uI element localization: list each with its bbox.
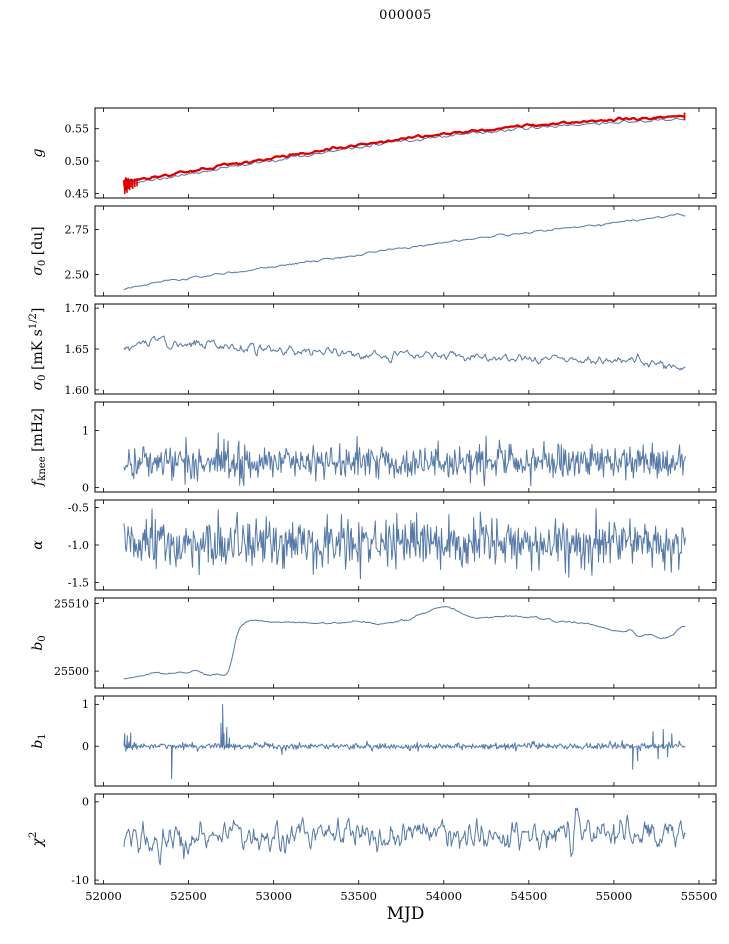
y-tick-label: 1.65 — [65, 343, 90, 356]
y-tick-label: 2.75 — [65, 223, 90, 236]
y-tick-label: -0.5 — [68, 501, 89, 514]
axes-frame — [94, 695, 717, 787]
x-tick-label: 53000 — [255, 889, 292, 903]
y-tick-label: 0 — [82, 796, 89, 809]
axes-frame — [94, 597, 717, 689]
y-tick-label: 25510 — [54, 597, 89, 610]
y-tick-label: -10 — [71, 874, 89, 887]
y-tick-label: 1 — [82, 698, 89, 711]
y-tick-label: 2.50 — [65, 268, 90, 281]
y-tick-label: -1.5 — [68, 576, 89, 589]
series-line — [123, 606, 686, 680]
y-axis-label: σ0 [du] — [30, 226, 48, 275]
x-tick-label: 55000 — [596, 889, 633, 903]
axes-frame — [94, 107, 717, 199]
y-tick-label: 1.70 — [65, 302, 90, 315]
y-tick-label: 1.60 — [65, 384, 90, 397]
plot-title: 000005 — [379, 8, 432, 23]
axes-frame — [94, 205, 717, 297]
y-axis-label: χ2 — [28, 832, 46, 848]
x-tick-label: 54000 — [425, 889, 462, 903]
axes-frame — [94, 303, 717, 395]
y-tick-label: 25500 — [54, 665, 89, 678]
y-tick-label: 0 — [82, 481, 89, 494]
x-tick-label: 52500 — [170, 889, 207, 903]
y-axis-label: g — [30, 148, 46, 157]
panel-b1: 0 1 b1 — [30, 695, 717, 787]
y-tick-label: -1.0 — [68, 539, 89, 552]
x-tick-label: 54500 — [511, 889, 548, 903]
panel-sigma0-du: 2.50 2.75 σ0 [du] — [30, 205, 717, 297]
x-tick-label: 53500 — [340, 889, 377, 903]
series-line — [123, 213, 686, 291]
axes-frame — [94, 401, 717, 493]
panel-alpha: -1.5 -1.0 -0.5 α — [30, 499, 717, 591]
series-line — [123, 432, 686, 487]
x-tick-label: 55500 — [681, 889, 718, 903]
y-axis-label: σ0 [mK s1/2] — [28, 308, 48, 391]
x-axis-label: MJD — [386, 904, 425, 924]
y-tick-label: 1 — [82, 424, 89, 437]
series-line — [123, 807, 686, 866]
panel-sigma0-mK: 1.60 1.65 1.70 σ0 [mK s1/2] — [28, 302, 717, 397]
series-line — [123, 508, 686, 580]
y-axis-label: b1 — [30, 733, 48, 748]
series-line — [123, 117, 686, 187]
panel-g: 0.45 0.50 0.55 g — [30, 107, 717, 200]
series-line — [123, 335, 686, 371]
series-line — [123, 703, 686, 780]
y-tick-label: 0.50 — [65, 155, 90, 168]
y-axis-label: b0 — [30, 635, 48, 650]
series-line — [122, 114, 686, 192]
axes-frame — [94, 793, 717, 885]
y-tick-label: 0 — [82, 740, 89, 753]
panel-chi2: 52000 52500 53000 53500 54000 54500 55000 55500… — [28, 793, 718, 903]
panel-fknee: 0 1 fknee [mHz] — [30, 401, 717, 494]
panel-b0: 25500 25510 b0 — [30, 597, 717, 689]
y-tick-label: 0.55 — [65, 123, 90, 136]
x-tick-label: 52000 — [85, 889, 122, 903]
y-tick-label: 0.45 — [65, 187, 90, 200]
y-axis-label: fknee [mHz] — [30, 408, 48, 487]
y-axis-label: α — [30, 540, 46, 550]
